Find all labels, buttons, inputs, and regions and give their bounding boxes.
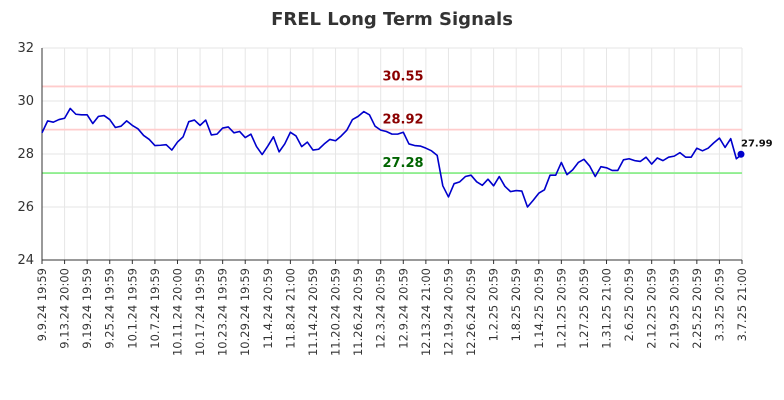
x-tick-label: 1.21.25 20:59 — [554, 268, 568, 349]
x-tick-label: 11.8.24 21:00 — [283, 268, 297, 349]
y-tick-label: 30 — [17, 94, 34, 109]
x-tick-label: 10.29.24 19:59 — [238, 268, 252, 356]
x-tick-label: 12.3.24 20:59 — [374, 268, 388, 349]
x-tick-label: 1.8.25 20:59 — [509, 268, 523, 341]
level-label: 30.55 — [382, 69, 423, 84]
series-layer — [41, 107, 743, 208]
x-tick-label: 2.19.25 20:59 — [667, 268, 681, 349]
x-tick-label: 1.27.25 20:59 — [577, 268, 591, 349]
x-tick-label: 1.31.25 21:00 — [600, 268, 614, 349]
last-value-marker — [737, 150, 745, 158]
y-tick-label: 28 — [17, 147, 34, 162]
x-tick-label: 3.3.25 20:59 — [712, 268, 726, 341]
x-tick-label: 10.23.24 19:59 — [216, 268, 230, 356]
y-tick-label: 32 — [17, 41, 34, 56]
x-tick-label: 10.11.24 20:00 — [170, 268, 184, 356]
x-tick-label: 9.25.24 19:59 — [103, 268, 117, 349]
x-tick-label: 2.6.25 20:59 — [622, 268, 636, 341]
level-label: 27.28 — [382, 156, 423, 171]
last-value-marker-layer: 27.99 — [737, 138, 773, 158]
last-value-label: 27.99 — [741, 138, 773, 149]
x-tick-label: 10.1.24 19:59 — [125, 268, 139, 349]
y-tick-label: 24 — [17, 253, 34, 268]
level-label: 28.92 — [382, 113, 423, 128]
x-tick-label: 10.17.24 19:59 — [193, 268, 207, 356]
x-tick-label: 11.20.24 20:59 — [329, 268, 343, 356]
x-tick-label: 12.13.24 21:00 — [419, 268, 433, 356]
y-axis: 24 26 28 30 32 — [17, 41, 43, 268]
x-tick-label: 11.26.24 20:59 — [351, 268, 365, 356]
x-tick-label: 12.26.24 20:59 — [464, 268, 478, 356]
x-tick-label: 9.13.24 20:00 — [58, 268, 72, 349]
y-tick-label: 26 — [17, 200, 34, 215]
x-tick-label: 2.25.25 20:59 — [690, 268, 704, 349]
x-tick-label: 11.14.24 20:59 — [306, 268, 320, 356]
x-tick-label: 9.19.24 19:59 — [80, 268, 94, 349]
x-tick-label: 11.4.24 20:59 — [261, 268, 275, 349]
x-tick-label: 3.7.25 21:00 — [735, 268, 749, 341]
x-tick-label: 10.7.24 19:59 — [148, 268, 162, 349]
signal-levels: 30.55 28.92 27.28 — [42, 69, 742, 174]
x-tick-label: 12.9.24 20:59 — [396, 268, 410, 349]
price-line — [41, 107, 743, 208]
x-axis: 9.9.24 19:59 9.13.24 20:00 9.19.24 19:59 9.… — [35, 259, 749, 356]
chart-title: FREL Long Term Signals — [271, 9, 513, 30]
x-tick-label: 1.14.25 20:59 — [532, 268, 546, 349]
x-tick-label: 12.19.24 20:59 — [441, 268, 455, 356]
x-tick-label: 1.2.25 20:59 — [487, 268, 501, 341]
x-tick-label: 9.9.24 19:59 — [35, 268, 49, 341]
x-tick-label: 2.12.25 20:59 — [645, 268, 659, 349]
